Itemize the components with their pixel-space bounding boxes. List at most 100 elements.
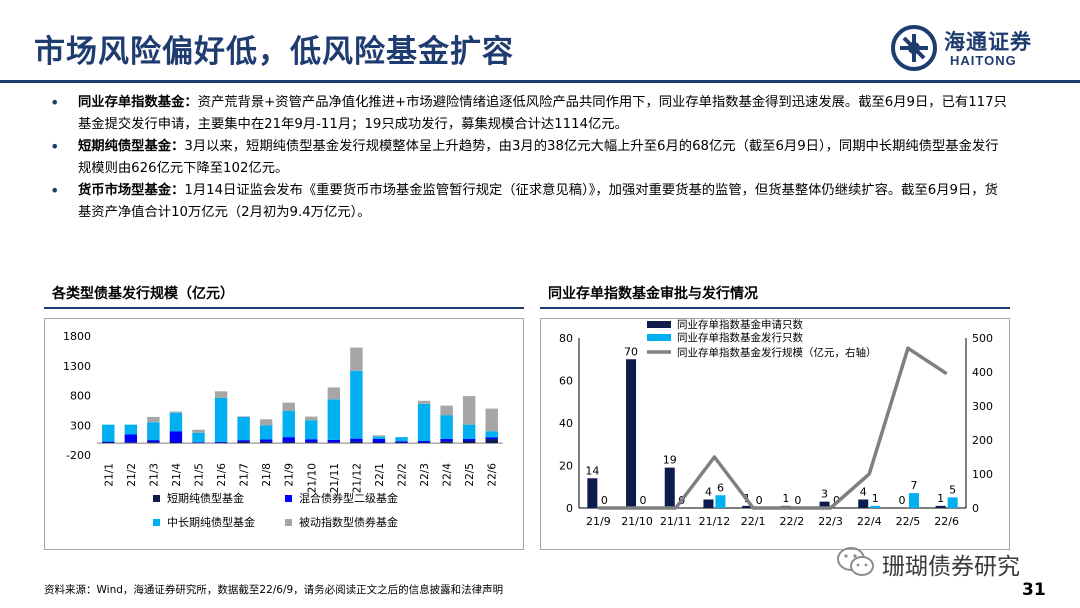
- y-tick-label: -200: [66, 449, 91, 462]
- y-tick-label: 40: [559, 417, 573, 430]
- bar-segment: [305, 416, 318, 421]
- x-tick-label: 21/11: [660, 515, 692, 528]
- bar: [819, 501, 830, 508]
- left-chart-rule: [44, 307, 524, 309]
- right-chart-heading: 同业存单指数基金审批与发行情况: [548, 286, 758, 302]
- x-tick-label: 22/3: [419, 463, 431, 487]
- scale-line: [598, 346, 948, 510]
- x-tick-label: 22/2: [397, 463, 409, 487]
- bar-segment: [462, 424, 476, 439]
- data-label: 4: [705, 486, 712, 499]
- x-tick-label: 21/6: [216, 463, 228, 487]
- x-tick-label: 21/3: [148, 463, 160, 487]
- bar-segment: [350, 438, 363, 442]
- bar-segment: [169, 442, 183, 444]
- x-tick-label: 21/8: [261, 463, 273, 487]
- bar-segment: [147, 442, 160, 444]
- bar-segment: [259, 425, 273, 440]
- page-title: 市场风险偏好低，低风险基金扩容: [34, 34, 514, 70]
- legend-swatch: [285, 519, 292, 526]
- x-tick-label: 22/3: [818, 515, 843, 528]
- bar-segment: [327, 387, 341, 400]
- bar-segment: [237, 441, 250, 444]
- bar-segment: [305, 420, 318, 440]
- bar-segment: [372, 442, 386, 444]
- legend-label: 同业存单指数基金发行只数: [677, 331, 803, 344]
- data-label: 70: [624, 345, 638, 358]
- data-label: 4: [860, 486, 867, 499]
- data-label: 0: [640, 494, 647, 507]
- legend-label: 被动指数型债券基金: [299, 515, 398, 529]
- title-divider: [0, 80, 1080, 83]
- bar-segment: [147, 422, 160, 441]
- bond-fund-issuance-chart: 1800 1300 800 300 -200 21/1 21/2 21/3 21/4 21/5 21…: [63, 330, 503, 529]
- data-label: 6: [717, 481, 724, 494]
- x-tick-label: 21/9: [586, 515, 611, 528]
- bar-segment: [440, 405, 453, 416]
- bar-segment: [440, 441, 453, 444]
- bar-segment: [440, 415, 453, 439]
- x-tick-label: 21/10: [306, 463, 318, 493]
- y-tick-label: 60: [559, 375, 573, 388]
- bar-segment: [372, 438, 386, 443]
- legend-label: 同业存单指数基金申请只数: [677, 319, 803, 331]
- bar-segment: [214, 397, 228, 442]
- legend-swatch: [153, 519, 160, 526]
- x-tick-label: 22/2: [779, 515, 804, 528]
- bar-segment: [282, 410, 295, 438]
- bar: [935, 505, 946, 508]
- bullet-heading: 货币市场型基金：: [78, 183, 185, 198]
- page-number: 31: [1022, 580, 1046, 600]
- right-chart-frame: 80 60 40 20 0 500 400 300 200 100 0 14 0 21/9 70 0 21/10…: [540, 318, 1010, 550]
- x-tick-label: 21/10: [621, 515, 653, 528]
- logo-chinese-text: 海通证券: [944, 30, 1032, 54]
- bar-segment: [350, 370, 363, 439]
- x-tick-label: 21/12: [699, 515, 731, 528]
- y-tick-label: 20: [559, 460, 573, 473]
- data-label: 0: [898, 494, 905, 507]
- y-tick-label: 0: [566, 502, 573, 515]
- x-tick-label: 22/1: [741, 515, 766, 528]
- bar-segment: [485, 408, 498, 432]
- haitong-emblem-icon: [891, 25, 937, 71]
- bar-segment: [259, 439, 273, 442]
- y2-tick-label: 500: [972, 332, 993, 345]
- bullet-item: • 短期纯债型基金：3月以来，短期纯债型基金发行规模整体呈上升趋势，由3月的38…: [44, 136, 1010, 180]
- bullet-list: • 同业存单指数基金：资产荒背景+资管产品净值化推进+市场避险情绪追逐低风险产品…: [44, 92, 1010, 224]
- bar: [947, 497, 958, 508]
- x-tick-label: 21/12: [351, 463, 363, 493]
- bullet-dot-icon: •: [50, 181, 60, 200]
- bar: [742, 505, 753, 508]
- data-label: 1: [872, 492, 879, 505]
- bullet-item: • 同业存单指数基金：资产荒背景+资管产品净值化推进+市场避险情绪追逐低风险产品…: [44, 92, 1010, 136]
- left-chart-frame: 1800 1300 800 300 -200 21/1 21/2 21/3 21/4 21/5 21…: [44, 318, 524, 550]
- wechat-icon: [837, 547, 874, 576]
- y-tick-label: 1300: [63, 360, 91, 373]
- bar-segment: [305, 439, 318, 443]
- data-label: 0: [794, 494, 801, 507]
- x-tick-label: 21/5: [194, 463, 206, 487]
- bar-segment: [395, 442, 408, 444]
- bar-segment: [282, 402, 295, 411]
- legend-label: 混合债券型二级基金: [299, 491, 398, 505]
- bar-segment: [327, 439, 341, 443]
- bar-segment: [327, 399, 341, 440]
- bar-segment: [169, 411, 183, 413]
- bar-segment: [417, 442, 431, 444]
- x-tick-label: 22/1: [374, 463, 386, 487]
- bullet-item: • 货币市场型基金：1月14日证监会发布《重要货币市场基金监管暂行规定（征求意见…: [44, 180, 1010, 224]
- bullet-text: 3月以来，短期纯债型基金发行规模整体呈上升趋势，由3月的38亿元大幅上升至6月的…: [78, 139, 999, 176]
- bar-segment: [440, 438, 453, 442]
- x-tick-label: 21/11: [329, 463, 341, 493]
- bar-segment: [327, 442, 341, 444]
- data-label: 7: [910, 479, 917, 492]
- bar-segment: [147, 440, 160, 443]
- bar-segment: [372, 436, 386, 439]
- bar-segment: [214, 441, 228, 443]
- x-tick-label: 21/1: [103, 463, 115, 487]
- legend-label: 同业存单指数基金发行规模（亿元，右轴）: [677, 346, 877, 359]
- bar-segment: [395, 441, 408, 443]
- bullet-text: 1月14日证监会发布《重要货币市场基金监管暂行规定（征求意见稿）》，加强对重要货…: [78, 183, 998, 220]
- bar-segment: [485, 439, 498, 444]
- bullet-dot-icon: •: [50, 137, 60, 156]
